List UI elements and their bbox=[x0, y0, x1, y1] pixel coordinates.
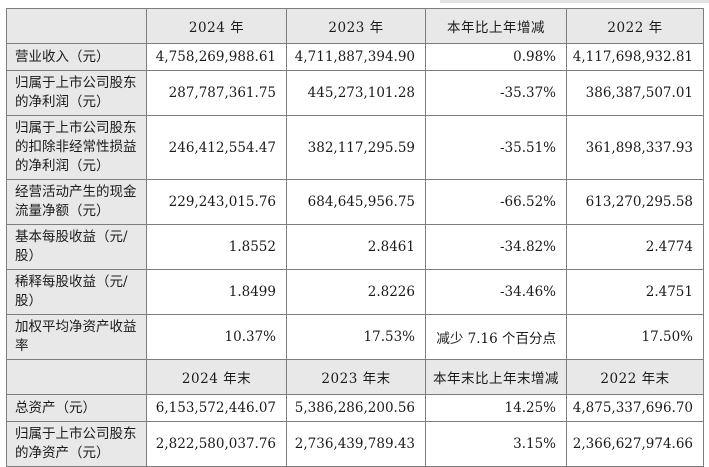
value-cell: 4,711,887,394.90 bbox=[286, 43, 426, 71]
value-cell: 2.4751 bbox=[566, 269, 704, 315]
table-row-diluted-eps: 稀释每股收益（元/股） 1.8499 2.8226 -34.46% 2.4751 bbox=[6, 269, 704, 315]
value-cell: 2.4774 bbox=[566, 224, 704, 270]
year-end-header-row: 2024 年末 2023 年末 本年末比上年末增减 2022 年末 bbox=[6, 359, 704, 395]
year-header-row: 2024 年 2023 年 本年比上年增减 2022 年 bbox=[6, 8, 704, 44]
value-cell: 2,366,627,974.66 bbox=[566, 421, 704, 467]
value-cell: 1.8552 bbox=[146, 224, 287, 270]
value-cell: 229,243,015.76 bbox=[146, 179, 287, 225]
row-label: 归属于上市公司股东的净利润（元） bbox=[6, 70, 147, 116]
financial-report-page: { "colors": { "header_bg": "#e8e8e8", "l… bbox=[6, 0, 709, 467]
row-label: 加权平均净资产收益率 bbox=[6, 314, 147, 360]
value-cell: 1.8499 bbox=[146, 269, 287, 315]
value-cell: 386,387,507.01 bbox=[566, 70, 704, 116]
value-cell: 6,153,572,446.07 bbox=[146, 394, 287, 422]
value-cell: 246,412,554.47 bbox=[146, 115, 287, 180]
value-cell: 3.15% bbox=[425, 421, 567, 467]
value-cell: 2,822,580,037.76 bbox=[146, 421, 287, 467]
header-year-end-change: 本年末比上年末增减 bbox=[425, 359, 567, 395]
value-cell: 减少 7.16 个百分点 bbox=[425, 314, 567, 360]
header-yoy-change: 本年比上年增减 bbox=[425, 8, 567, 44]
header-2022: 2022 年 bbox=[566, 8, 704, 44]
row-label: 归属于上市公司股东的扣除非经常性损益的净利润（元） bbox=[6, 115, 147, 180]
header-empty-cell bbox=[6, 359, 147, 395]
value-cell: 0.98% bbox=[425, 43, 567, 71]
value-cell: 10.37% bbox=[146, 314, 287, 360]
value-cell: 17.53% bbox=[286, 314, 426, 360]
table-row-net-profit-excl-nonrecurring: 归属于上市公司股东的扣除非经常性损益的净利润（元） 246,412,554.47… bbox=[6, 115, 704, 180]
row-label: 营业收入（元） bbox=[6, 43, 147, 71]
table-row-operating-cash-flow: 经营活动产生的现金流量净额（元） 229,243,015.76 684,645,… bbox=[6, 179, 704, 225]
table-row-basic-eps: 基本每股收益（元/股） 1.8552 2.8461 -34.82% 2.4774 bbox=[6, 224, 704, 270]
value-cell: 613,270,295.58 bbox=[566, 179, 704, 225]
value-cell: -35.51% bbox=[425, 115, 567, 180]
table-row-total-assets: 总资产（元） 6,153,572,446.07 5,386,286,200.56… bbox=[6, 394, 704, 422]
row-label: 基本每股收益（元/股） bbox=[6, 224, 147, 270]
row-label: 经营活动产生的现金流量净额（元） bbox=[6, 179, 147, 225]
table-row-net-assets: 归属于上市公司股东的净资产（元） 2,822,580,037.76 2,736,… bbox=[6, 421, 704, 467]
value-cell: 361,898,337.93 bbox=[566, 115, 704, 180]
row-label: 总资产（元） bbox=[6, 394, 147, 422]
value-cell: 2.8461 bbox=[286, 224, 426, 270]
financial-summary-table: 2024 年 2023 年 本年比上年增减 2022 年 营业收入（元） 4,7… bbox=[6, 8, 704, 467]
header-2024-year-end: 2024 年末 bbox=[146, 359, 287, 395]
value-cell: 382,117,295.59 bbox=[286, 115, 426, 180]
header-2022-year-end: 2022 年末 bbox=[566, 359, 704, 395]
year-end-metrics-section: 2024 年末 2023 年末 本年末比上年末增减 2022 年末 总资产（元）… bbox=[6, 359, 704, 467]
value-cell: -35.37% bbox=[425, 70, 567, 116]
value-cell: 2.8226 bbox=[286, 269, 426, 315]
value-cell: 684,645,956.75 bbox=[286, 179, 426, 225]
value-cell: -34.82% bbox=[425, 224, 567, 270]
table-row-revenue: 营业收入（元） 4,758,269,988.61 4,711,887,394.9… bbox=[6, 43, 704, 71]
header-empty-cell bbox=[6, 8, 147, 44]
table-row-net-profit: 归属于上市公司股东的净利润（元） 287,787,361.75 445,273,… bbox=[6, 70, 704, 116]
header-2023: 2023 年 bbox=[286, 8, 426, 44]
value-cell: -34.46% bbox=[425, 269, 567, 315]
value-cell: 445,273,101.28 bbox=[286, 70, 426, 116]
value-cell: 4,117,698,932.81 bbox=[566, 43, 704, 71]
value-cell: 14.25% bbox=[425, 394, 567, 422]
value-cell: 5,386,286,200.56 bbox=[286, 394, 426, 422]
cropped-row-artifact-top bbox=[440, 0, 709, 3]
header-2023-year-end: 2023 年末 bbox=[286, 359, 426, 395]
value-cell: 17.50% bbox=[566, 314, 704, 360]
value-cell: 4,758,269,988.61 bbox=[146, 43, 287, 71]
value-cell: 2,736,439,789.43 bbox=[286, 421, 426, 467]
annual-metrics-section: 2024 年 2023 年 本年比上年增减 2022 年 营业收入（元） 4,7… bbox=[6, 8, 704, 360]
value-cell: 4,875,337,696.70 bbox=[566, 394, 704, 422]
value-cell: -66.52% bbox=[425, 179, 567, 225]
row-label: 稀释每股收益（元/股） bbox=[6, 269, 147, 315]
row-label: 归属于上市公司股东的净资产（元） bbox=[6, 421, 147, 467]
table-row-weighted-avg-roe: 加权平均净资产收益率 10.37% 17.53% 减少 7.16 个百分点 17… bbox=[6, 314, 704, 360]
value-cell: 287,787,361.75 bbox=[146, 70, 287, 116]
header-2024: 2024 年 bbox=[146, 8, 287, 44]
